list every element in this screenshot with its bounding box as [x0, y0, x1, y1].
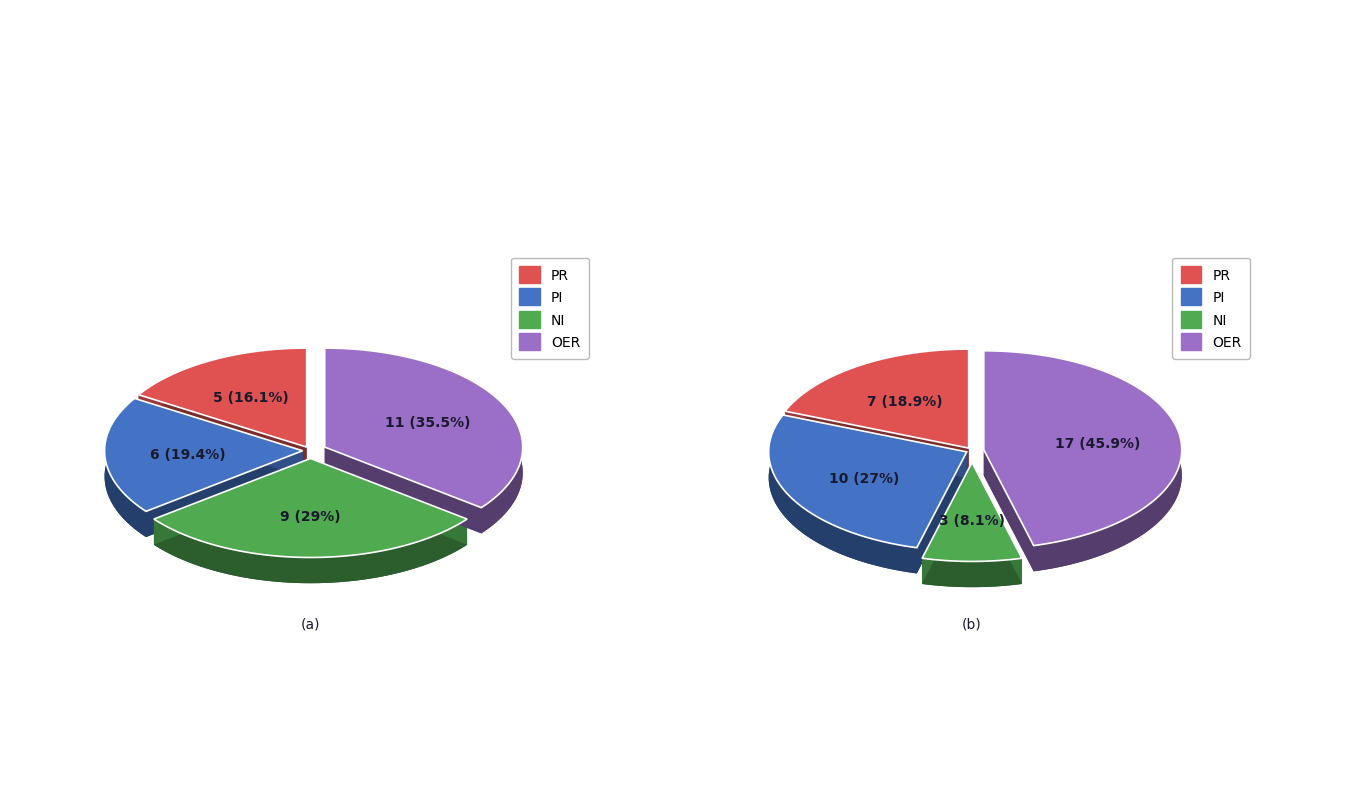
Polygon shape	[784, 375, 969, 474]
Polygon shape	[325, 349, 522, 508]
Polygon shape	[139, 349, 306, 421]
Polygon shape	[139, 349, 306, 448]
Legend: PR, PI, NI, OER: PR, PI, NI, OER	[510, 258, 589, 359]
Polygon shape	[154, 484, 467, 584]
Polygon shape	[104, 399, 302, 512]
Text: 3 (8.1%): 3 (8.1%)	[940, 513, 1004, 527]
Polygon shape	[135, 399, 302, 477]
Polygon shape	[972, 463, 1022, 584]
Text: 5 (16.1%): 5 (16.1%)	[213, 391, 289, 404]
Polygon shape	[922, 558, 1022, 587]
Polygon shape	[783, 415, 967, 478]
Polygon shape	[768, 415, 967, 548]
Polygon shape	[325, 448, 482, 534]
Polygon shape	[922, 463, 972, 584]
Polygon shape	[139, 395, 306, 473]
Polygon shape	[325, 349, 522, 534]
Polygon shape	[139, 375, 306, 473]
Polygon shape	[784, 350, 969, 448]
Polygon shape	[146, 452, 302, 537]
Polygon shape	[154, 520, 467, 584]
Polygon shape	[984, 450, 1034, 572]
Polygon shape	[768, 415, 917, 573]
Text: 6 (19.4%): 6 (19.4%)	[150, 447, 225, 461]
Text: 9 (29%): 9 (29%)	[281, 509, 340, 523]
Polygon shape	[984, 351, 1181, 546]
Polygon shape	[104, 424, 302, 537]
Polygon shape	[922, 463, 1022, 561]
Text: 10 (27%): 10 (27%)	[829, 471, 899, 485]
Legend: PR, PI, NI, OER: PR, PI, NI, OER	[1172, 258, 1250, 359]
Polygon shape	[917, 452, 967, 573]
Polygon shape	[310, 459, 467, 545]
Text: 7 (18.9%): 7 (18.9%)	[867, 394, 942, 408]
Polygon shape	[104, 399, 146, 537]
Polygon shape	[325, 375, 522, 534]
Text: 11 (35.5%): 11 (35.5%)	[385, 415, 471, 429]
Polygon shape	[154, 459, 310, 545]
Text: 17 (45.9%): 17 (45.9%)	[1054, 436, 1141, 450]
Text: (a): (a)	[301, 617, 320, 631]
Polygon shape	[768, 441, 967, 573]
Polygon shape	[922, 488, 1022, 587]
Polygon shape	[984, 377, 1181, 572]
Polygon shape	[154, 459, 467, 557]
Polygon shape	[984, 351, 1181, 572]
Polygon shape	[784, 411, 969, 474]
Polygon shape	[784, 350, 969, 437]
Text: (b): (b)	[963, 617, 981, 631]
